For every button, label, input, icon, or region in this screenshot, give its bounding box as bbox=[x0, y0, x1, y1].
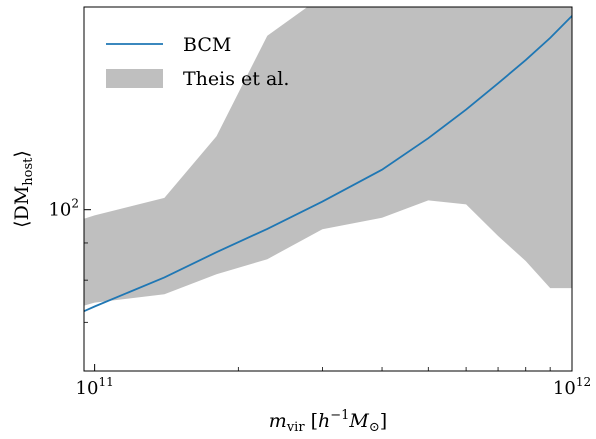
legend: BCM Theis et al. bbox=[106, 34, 289, 90]
y-tick-labels: 102 bbox=[48, 197, 79, 221]
bcm-line bbox=[84, 15, 572, 313]
y-tick-label: 102 bbox=[48, 197, 79, 221]
ticks bbox=[84, 209, 573, 372]
x-tick-label: 1012 bbox=[553, 375, 591, 399]
x-axis-label: mvir [h−1M⊙] bbox=[269, 408, 387, 435]
legend-label-bcm: BCM bbox=[183, 34, 231, 56]
x-tick-label: 1011 bbox=[76, 375, 114, 399]
legend-swatch-theis bbox=[106, 69, 163, 88]
legend-label-theis: Theis et al. bbox=[183, 68, 289, 90]
theis-band bbox=[84, 7, 572, 306]
plot-area bbox=[84, 7, 572, 313]
x-tick-labels: 1011 1012 bbox=[76, 375, 592, 399]
axes-frame bbox=[83, 6, 573, 372]
y-axis-label: ⟨DMhost⟩ bbox=[11, 150, 36, 228]
